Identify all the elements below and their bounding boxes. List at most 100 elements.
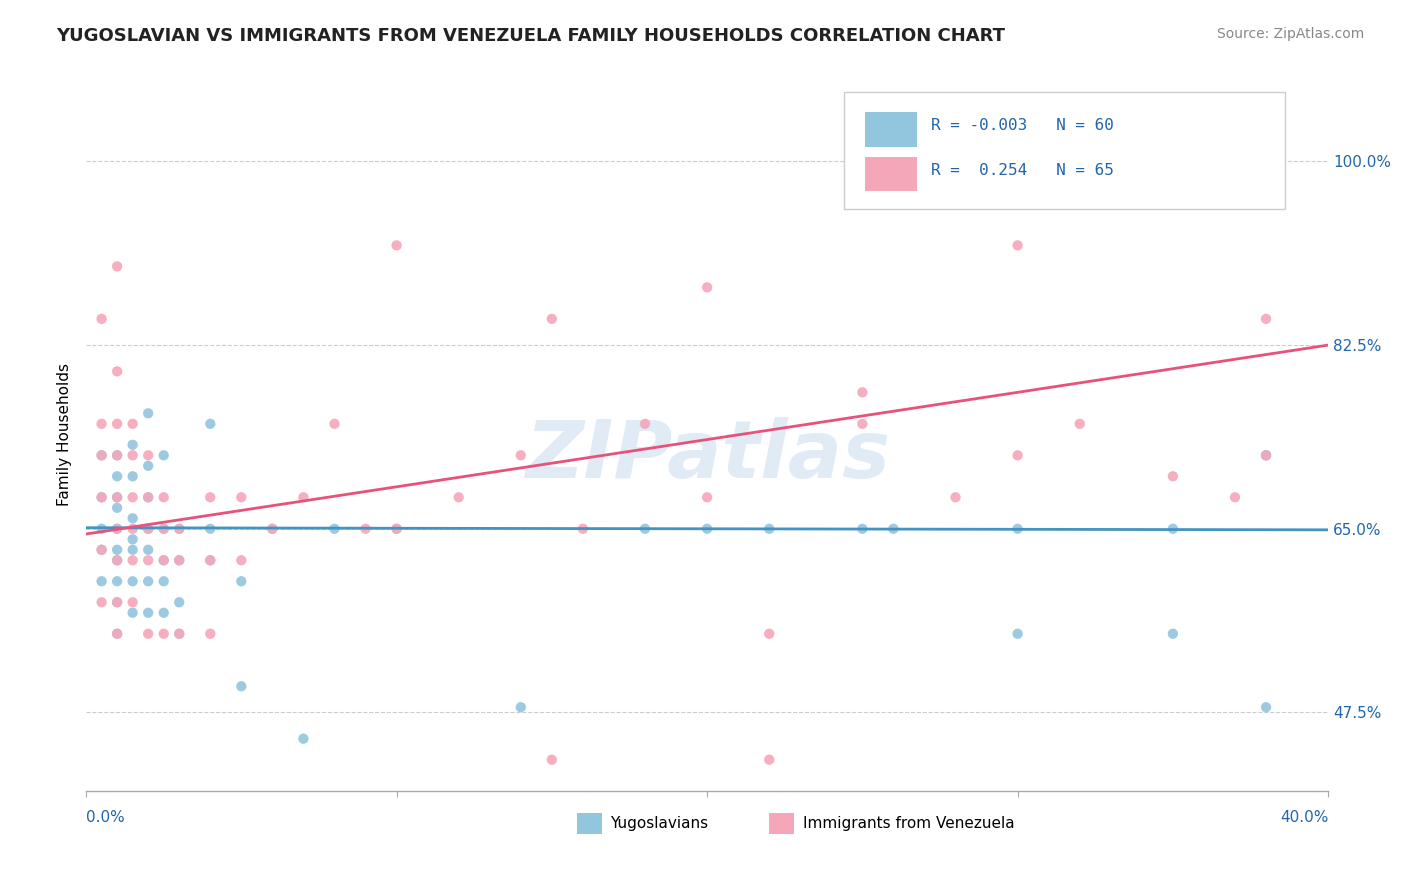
Point bbox=[1254, 311, 1277, 326]
Point bbox=[121, 522, 143, 536]
Point bbox=[121, 491, 143, 505]
Point bbox=[121, 438, 143, 452]
Text: YUGOSLAVIAN VS IMMIGRANTS FROM VENEZUELA FAMILY HOUSEHOLDS CORRELATION CHART: YUGOSLAVIAN VS IMMIGRANTS FROM VENEZUELA… bbox=[56, 27, 1005, 45]
Point bbox=[167, 522, 190, 536]
Point bbox=[136, 542, 159, 557]
Point bbox=[152, 553, 174, 567]
Point bbox=[105, 491, 128, 505]
Point bbox=[105, 595, 128, 609]
Point bbox=[292, 491, 315, 505]
Point bbox=[1161, 469, 1184, 483]
Point bbox=[323, 522, 346, 536]
FancyBboxPatch shape bbox=[844, 92, 1285, 210]
Point bbox=[90, 542, 112, 557]
Point bbox=[105, 448, 128, 462]
Point bbox=[200, 417, 222, 431]
Point bbox=[200, 553, 222, 567]
Point bbox=[167, 553, 190, 567]
Point bbox=[136, 491, 159, 505]
Point bbox=[105, 626, 128, 640]
Point bbox=[696, 491, 718, 505]
Text: 0.0%: 0.0% bbox=[86, 810, 125, 825]
Point bbox=[152, 522, 174, 536]
Point bbox=[231, 491, 253, 505]
Point bbox=[136, 553, 159, 567]
Point bbox=[385, 238, 408, 252]
Bar bbox=[865, 112, 917, 146]
Point bbox=[200, 522, 222, 536]
Text: Source: ZipAtlas.com: Source: ZipAtlas.com bbox=[1216, 27, 1364, 41]
Point bbox=[90, 448, 112, 462]
Point bbox=[152, 522, 174, 536]
Point bbox=[121, 511, 143, 525]
Point bbox=[105, 417, 128, 431]
Point bbox=[262, 522, 284, 536]
Point bbox=[1254, 448, 1277, 462]
Point bbox=[1254, 448, 1277, 462]
Point bbox=[447, 491, 470, 505]
Point bbox=[231, 553, 253, 567]
Point bbox=[136, 491, 159, 505]
Point bbox=[231, 679, 253, 693]
Point bbox=[121, 606, 143, 620]
Point bbox=[354, 522, 377, 536]
Point bbox=[634, 417, 657, 431]
Point bbox=[1161, 522, 1184, 536]
Point bbox=[882, 522, 904, 536]
Point bbox=[1223, 491, 1246, 505]
Point bbox=[945, 491, 967, 505]
Point bbox=[509, 700, 531, 714]
Point bbox=[90, 542, 112, 557]
Point bbox=[105, 595, 128, 609]
Point bbox=[121, 542, 143, 557]
Bar bbox=[769, 813, 794, 834]
Point bbox=[90, 491, 112, 505]
Point bbox=[121, 574, 143, 589]
Point bbox=[136, 574, 159, 589]
Point bbox=[509, 448, 531, 462]
Point bbox=[152, 553, 174, 567]
Point bbox=[540, 311, 562, 326]
Point bbox=[136, 522, 159, 536]
Point bbox=[105, 542, 128, 557]
Point bbox=[1007, 522, 1029, 536]
Point bbox=[167, 553, 190, 567]
Point bbox=[90, 417, 112, 431]
Point bbox=[105, 448, 128, 462]
Point bbox=[105, 364, 128, 378]
Point bbox=[851, 417, 873, 431]
Point bbox=[90, 448, 112, 462]
Point bbox=[634, 522, 657, 536]
Bar bbox=[576, 813, 602, 834]
Point bbox=[90, 574, 112, 589]
Point bbox=[90, 311, 112, 326]
Text: R =  0.254   N = 65: R = 0.254 N = 65 bbox=[931, 162, 1114, 178]
Point bbox=[1007, 448, 1029, 462]
Point bbox=[152, 448, 174, 462]
Point bbox=[136, 458, 159, 473]
Point bbox=[200, 491, 222, 505]
Point bbox=[323, 417, 346, 431]
Point bbox=[851, 385, 873, 400]
Point bbox=[152, 574, 174, 589]
Text: Immigrants from Venezuela: Immigrants from Venezuela bbox=[803, 816, 1014, 830]
Point bbox=[90, 522, 112, 536]
Point bbox=[851, 522, 873, 536]
Point bbox=[1007, 238, 1029, 252]
Point bbox=[152, 626, 174, 640]
Point bbox=[1007, 626, 1029, 640]
Text: R = -0.003   N = 60: R = -0.003 N = 60 bbox=[931, 119, 1114, 134]
Point bbox=[167, 522, 190, 536]
Point bbox=[121, 448, 143, 462]
Point bbox=[152, 606, 174, 620]
Point bbox=[292, 731, 315, 746]
Point bbox=[136, 626, 159, 640]
Point bbox=[540, 753, 562, 767]
Point bbox=[1254, 700, 1277, 714]
Point bbox=[121, 533, 143, 547]
Point bbox=[572, 522, 595, 536]
Point bbox=[105, 491, 128, 505]
Point bbox=[136, 606, 159, 620]
Point bbox=[105, 553, 128, 567]
Point bbox=[105, 553, 128, 567]
